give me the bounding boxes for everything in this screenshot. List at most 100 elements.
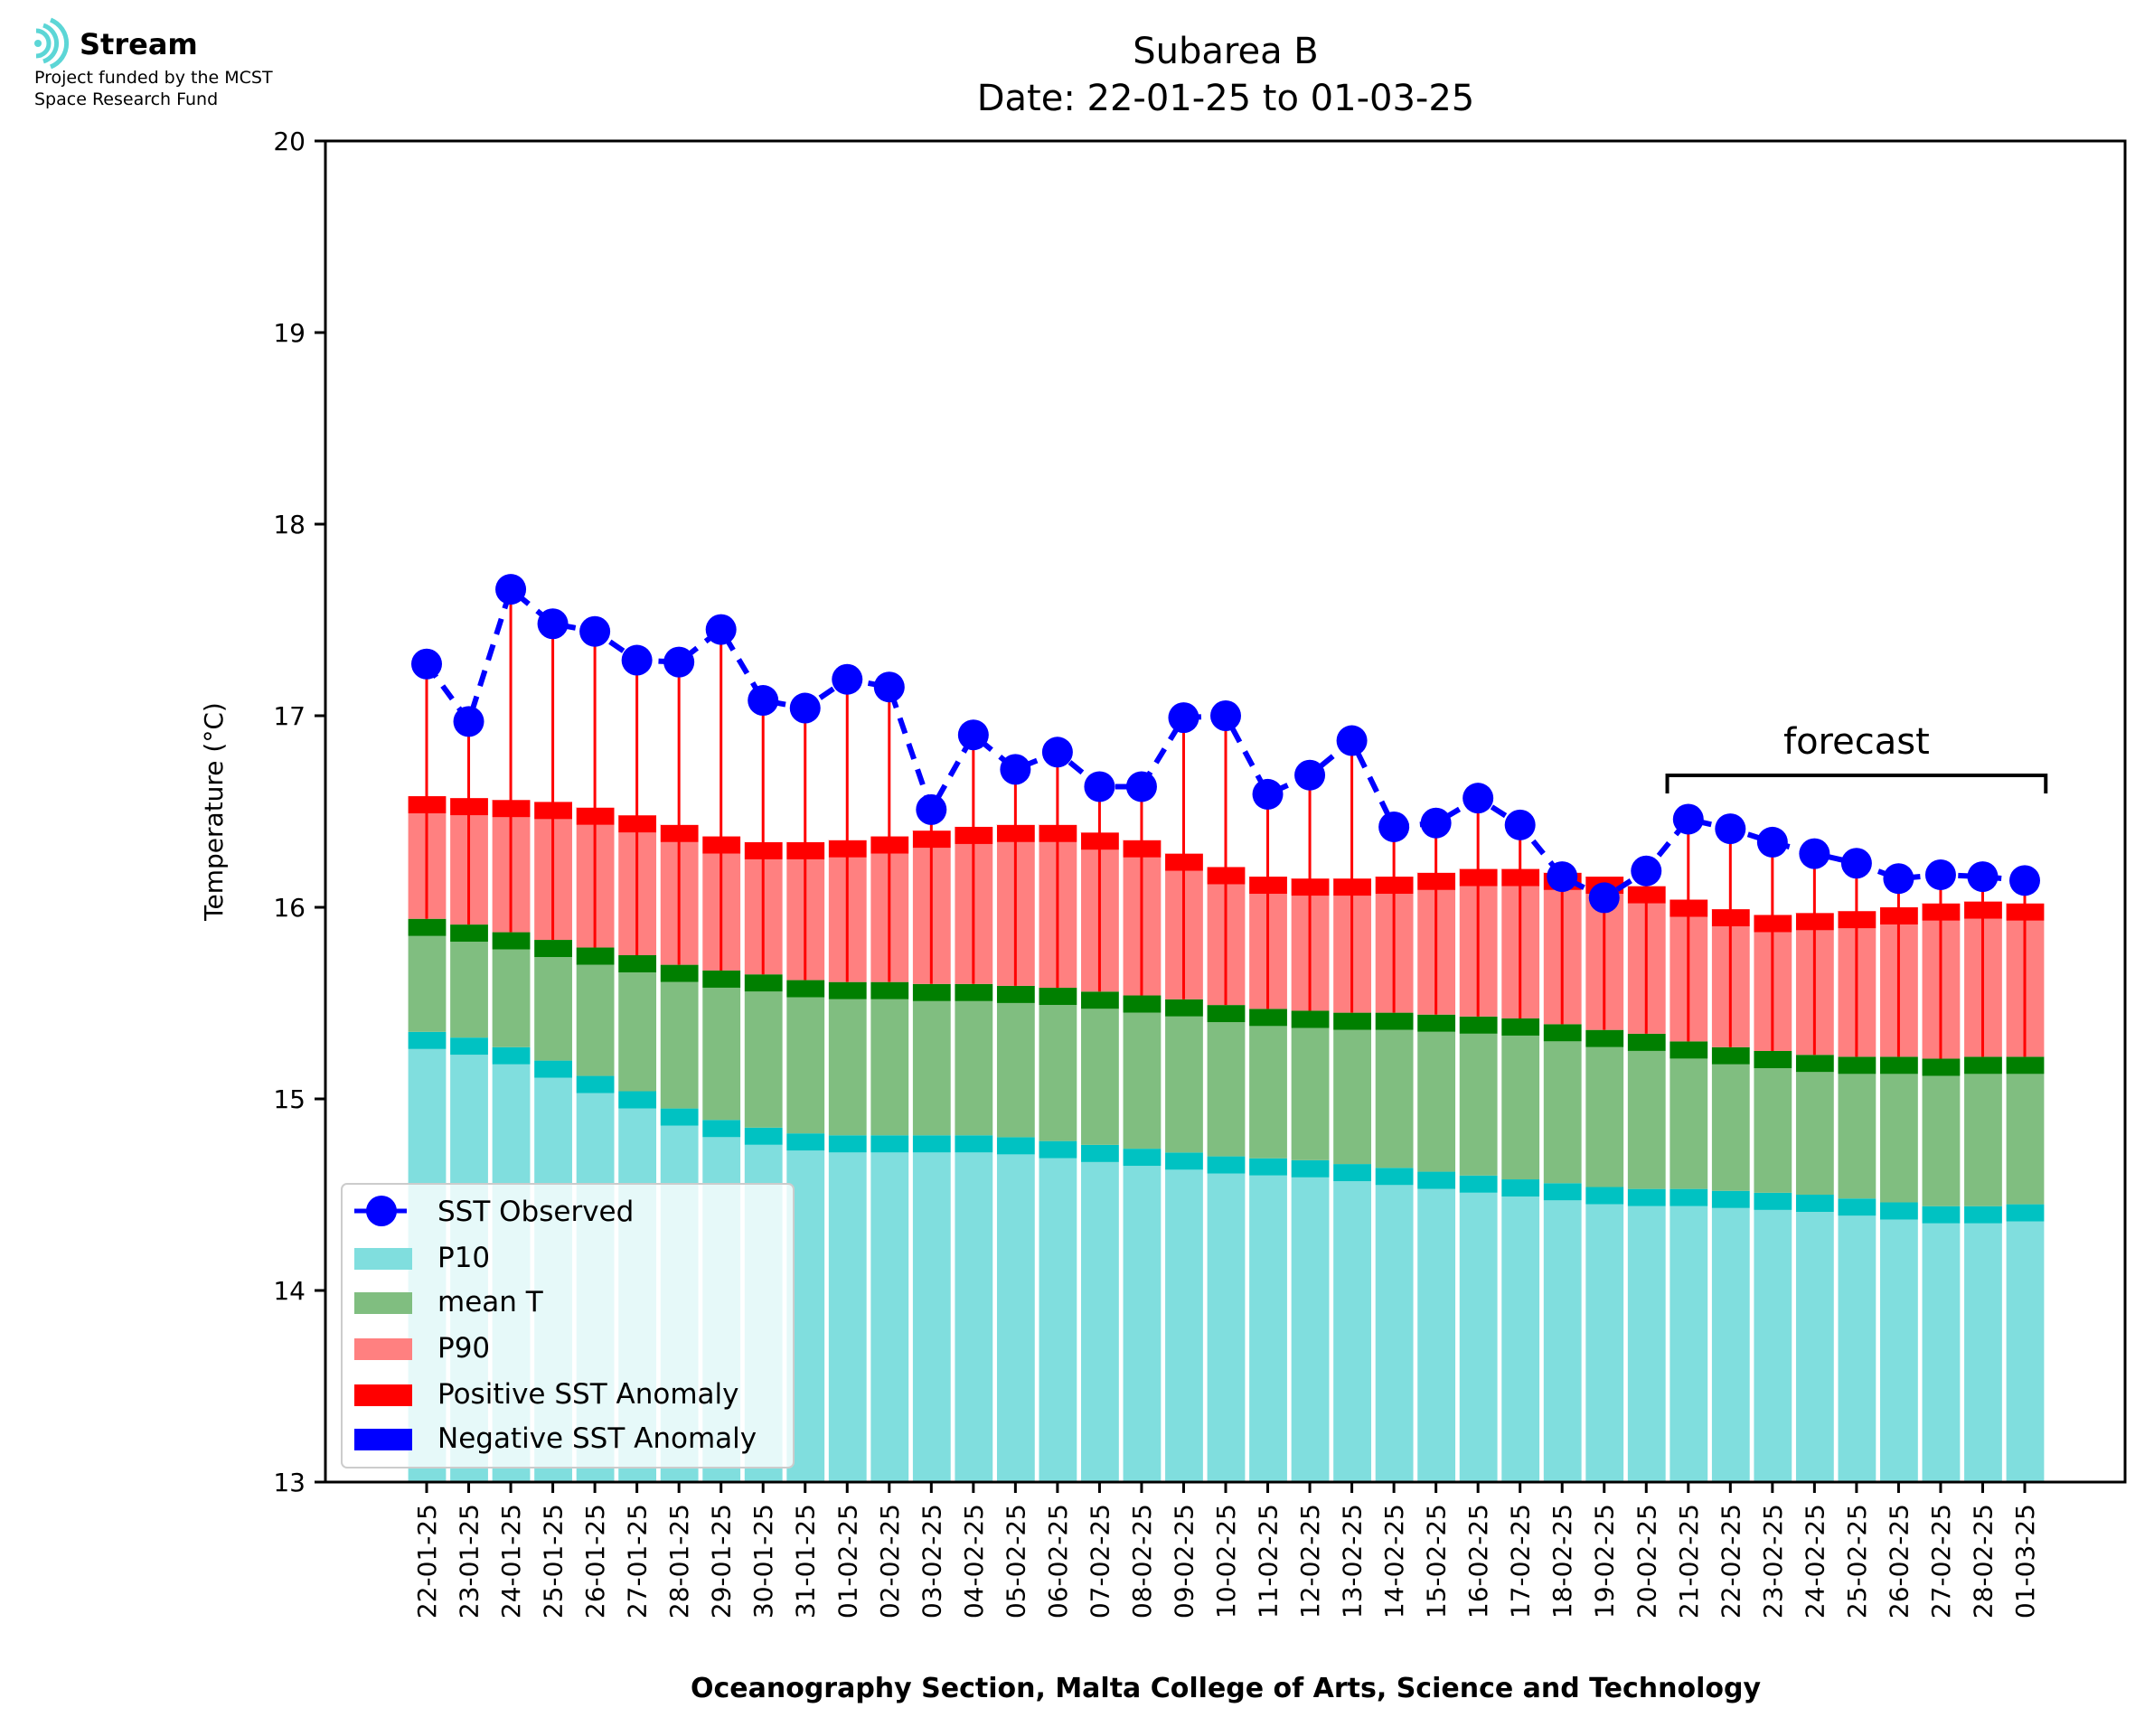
x-tick-label: 19-02-25 [1590,1504,1620,1619]
legend-negative-label: Negative SST Anomaly [437,1422,757,1455]
bar-mean [491,949,531,1047]
bar-p10 [1290,1177,1330,1482]
bar-p10 [1080,1161,1119,1482]
x-tick-label: 06-02-25 [1043,1504,1073,1619]
observed-point [1336,725,1368,756]
bar-mean [785,997,825,1134]
forecast-label: forecast [1783,721,1930,763]
bar-mean [1837,1074,1877,1199]
x-tick-label: 16-02-25 [1463,1504,1493,1619]
logo-line1: Project funded by the MCST [34,68,273,88]
bar-p10-edge [1963,1206,2002,1224]
bar-mean [1626,1050,1666,1189]
bar-mean-edge [533,940,572,958]
bar-mean-edge [1374,1012,1414,1030]
bar-mean-edge [995,985,1035,1003]
y-axis-label: Temperature (°C) [199,702,229,922]
observed-point [873,671,905,703]
bar-mean [911,1000,951,1136]
bar-mean-edge [1542,1024,1582,1042]
observed-point [748,685,779,717]
x-tick-label: 29-01-25 [707,1504,737,1619]
bar-p10 [995,1154,1035,1482]
bar-mean-edge [449,924,488,943]
x-tick-label: 05-02-25 [1001,1504,1030,1619]
bar-p10-edge [1626,1188,1666,1206]
x-tick-label: 23-02-25 [1758,1504,1788,1619]
observed-point [1378,811,1410,842]
x-tick-label: 07-02-25 [1085,1504,1115,1619]
bar-p10-edge [1669,1188,1708,1206]
bar-mean-edge [954,983,993,1001]
chart-title: Subarea B [1133,31,1319,72]
x-tick-label: 03-02-25 [917,1504,946,1619]
observed-series-layer [411,574,2040,914]
observed-point [579,615,611,647]
y-tick-label: 14 [273,1276,306,1306]
bar-p10 [1963,1223,2002,1482]
bar-p10-edge [449,1037,488,1056]
bar-p10 [1206,1173,1246,1482]
observed-point [1631,855,1662,887]
bar-p10-edge [1500,1179,1540,1197]
bar-p10-edge [1290,1159,1330,1178]
observed-point [1756,826,1788,858]
x-tick-label: 26-01-25 [580,1504,610,1619]
bar-mean [1710,1064,1750,1191]
bar-p10-edge [701,1120,741,1138]
bar-mean [659,981,699,1109]
x-axis-ticks: 22-01-25 23-01-25 24-01-25 25-01-25 26-01-25… [412,1482,2040,1619]
observed-point [495,574,527,605]
x-tick-label: 10-02-25 [1211,1504,1241,1619]
bar-p10-edge [1374,1168,1414,1186]
x-tick-label: 21-02-25 [1674,1504,1704,1619]
bar-p10-edge [1206,1156,1246,1174]
observed-point [832,663,863,695]
observed-point [1168,702,1199,734]
observed-point [1084,771,1115,802]
bar-mean [743,991,783,1128]
bar-mean-edge [1921,1058,1961,1076]
bar-mean [1500,1035,1540,1180]
bar-p10 [1879,1219,1918,1482]
legend-box [341,1183,795,1469]
legend-p10-swatch [354,1248,412,1270]
bar-mean-edge [1500,1018,1540,1036]
x-tick-label: 25-01-25 [539,1504,569,1619]
observed-point [1547,861,1578,893]
observed-point [916,793,947,825]
x-tick-label: 11-02-25 [1254,1504,1284,1619]
x-tick-label: 02-02-25 [875,1504,905,1619]
bar-mean-edge [1794,1055,1834,1073]
anomaly-lines-layer [425,589,2027,1059]
y-tick-label: 19 [273,318,306,348]
bar-mean-edge [1458,1016,1498,1034]
bar-mean-edge [785,980,825,998]
observed-point [1883,863,1914,895]
x-tick-label: 28-02-25 [1968,1504,1998,1619]
bar-mean [1585,1046,1624,1187]
bar-p10 [954,1152,993,1482]
bar-p10 [1332,1181,1371,1482]
x-tick-label: 28-01-25 [664,1504,694,1619]
bar-p10 [1626,1206,1666,1482]
bar-p10-edge [1122,1149,1162,1167]
bar-p10-edge [491,1046,531,1065]
bar-p10-edge [1879,1202,1918,1220]
bar-p10 [1500,1196,1540,1482]
bar-mean-edge [1416,1014,1456,1032]
bar-mean [1374,1029,1414,1168]
bar-p10-edge [1080,1144,1119,1162]
observed-point [789,692,821,724]
bar-mean-edge [1753,1051,1792,1068]
bar-mean-edge [1626,1033,1666,1051]
x-tick-label: 17-02-25 [1506,1504,1536,1619]
bar-mean-edge [491,932,531,950]
x-tick-label: 23-01-25 [455,1504,484,1619]
legend-mean-swatch [354,1292,412,1314]
x-tick-label: 31-01-25 [791,1504,821,1619]
bar-mean-edge [1332,1012,1371,1030]
bar-mean [1122,1012,1162,1150]
observed-point [1210,700,1241,731]
bar-p10 [1794,1212,1834,1482]
